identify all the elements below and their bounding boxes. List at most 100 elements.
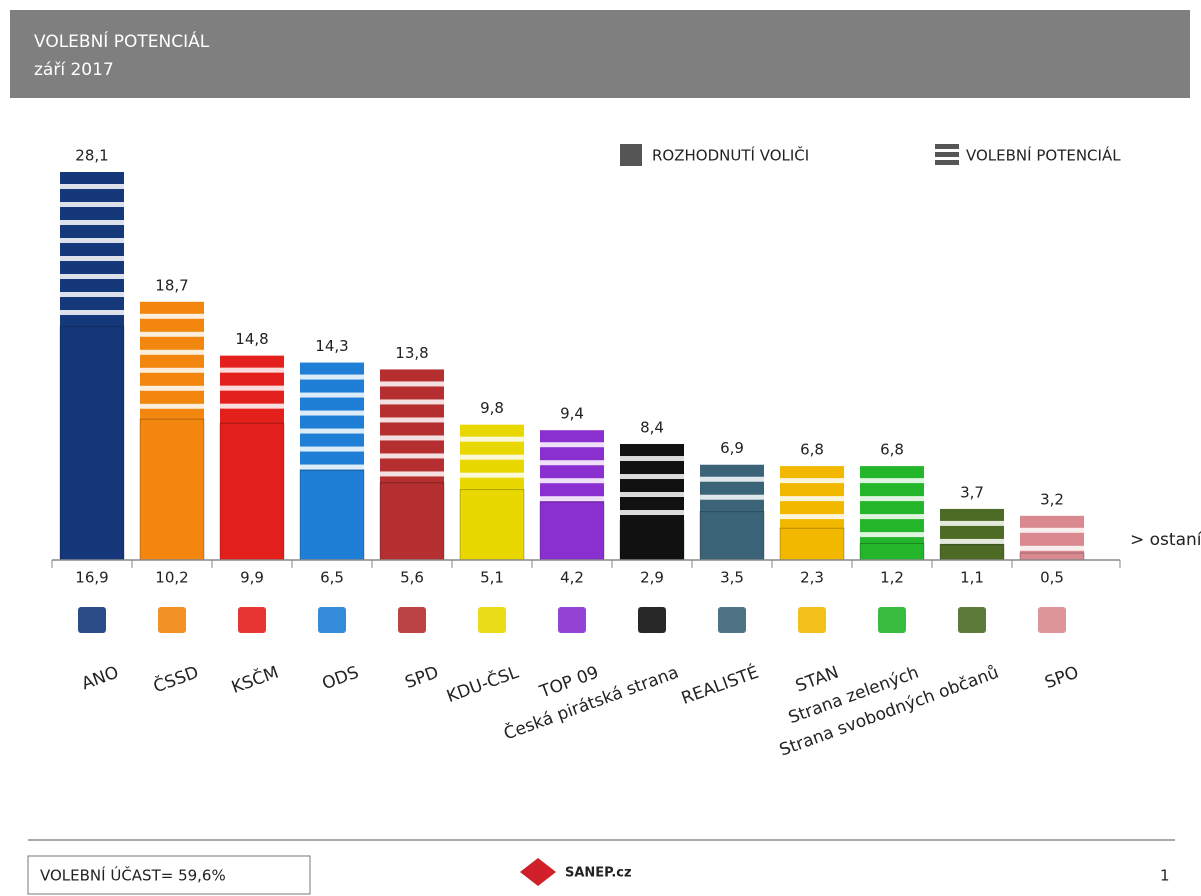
- stripe: [700, 476, 764, 482]
- decided-bar: [219, 422, 285, 561]
- stripe: [380, 399, 444, 405]
- decided-label: 6,5: [320, 569, 344, 587]
- chart-title: VOLEBNÍ POTENCIÁL: [34, 30, 210, 52]
- stripe: [780, 478, 844, 484]
- party-logo: [398, 607, 426, 633]
- decided-bar: [299, 469, 365, 561]
- decided-bar: [379, 482, 445, 561]
- potential-label: 13,8: [395, 344, 428, 362]
- legend-swatch: [935, 144, 959, 149]
- potential-label: 14,3: [315, 337, 348, 355]
- decided-bar: [939, 544, 1005, 561]
- stripe: [220, 403, 284, 409]
- stripe: [300, 446, 364, 452]
- party-logo: [798, 607, 826, 633]
- stripe: [620, 474, 684, 480]
- stripe: [60, 220, 124, 225]
- stripe: [620, 456, 684, 462]
- stripe: [140, 331, 204, 337]
- x-tick-label: ČSSD: [150, 661, 201, 698]
- stripe: [700, 494, 764, 500]
- logo-icon: [520, 858, 556, 886]
- decided-bar: [779, 527, 845, 561]
- stripe: [60, 238, 124, 243]
- party-logo: [558, 607, 586, 633]
- stripe: [860, 478, 924, 484]
- stripe: [380, 471, 444, 477]
- stripe: [60, 184, 124, 189]
- stripe: [860, 514, 924, 520]
- stripe: [140, 313, 204, 319]
- stripe: [380, 417, 444, 423]
- stripe: [380, 435, 444, 441]
- decided-label: 4,2: [560, 569, 584, 587]
- legend-label: VOLEBNÍ POTENCIÁL: [966, 146, 1121, 165]
- decided-bar: [139, 418, 205, 561]
- party-logo: [318, 607, 346, 633]
- party-logo: [238, 607, 266, 633]
- turnout: VOLEBNÍ ÚČAST= 59,6%: [40, 866, 226, 885]
- stripe: [460, 436, 524, 442]
- potential-bar: [1020, 515, 1084, 560]
- stripe: [540, 496, 604, 502]
- stripe: [940, 520, 1004, 526]
- stripe: [300, 392, 364, 398]
- legend-label: ROZHODNUTÍ VOLIČI: [652, 146, 809, 165]
- stripe: [220, 385, 284, 391]
- stripe: [860, 532, 924, 538]
- stripe: [540, 442, 604, 448]
- stripe: [60, 256, 124, 261]
- decided-label: 5,1: [480, 569, 504, 587]
- stripe: [140, 349, 204, 355]
- party-logo: [878, 607, 906, 633]
- party-logo: [158, 607, 186, 633]
- decided-label: 2,3: [800, 569, 824, 587]
- party-logo: [478, 607, 506, 633]
- stripe: [300, 374, 364, 380]
- potential-label: 9,8: [480, 399, 504, 417]
- x-tick-label: ODS: [320, 663, 362, 695]
- potential-label: 9,4: [560, 405, 584, 423]
- stripe: [60, 274, 124, 279]
- decided-label: 16,9: [75, 569, 108, 587]
- party-logo: [1038, 607, 1066, 633]
- legend-swatch: [620, 144, 642, 166]
- turnout-box: [27, 855, 311, 895]
- decided-bar: [539, 501, 605, 561]
- party-logo: [958, 607, 986, 633]
- stripe: [620, 492, 684, 498]
- stripe: [60, 310, 124, 315]
- x-tick-label: SPO: [1042, 663, 1081, 694]
- stripe: [60, 202, 124, 207]
- stripe: [380, 381, 444, 387]
- decided-label: 10,2: [155, 569, 188, 587]
- x-tick-label: ANO: [79, 663, 121, 695]
- potential-label: 14,8: [235, 330, 268, 348]
- potential-label: 18,7: [155, 276, 188, 294]
- stripe: [140, 367, 204, 373]
- stripe: [940, 538, 1004, 544]
- stripe: [140, 385, 204, 391]
- stripe: [540, 478, 604, 484]
- decided-bar: [699, 511, 765, 561]
- decided-label: 3,5: [720, 569, 744, 587]
- decided-label: 9,9: [240, 569, 264, 587]
- legend-swatch: [935, 152, 959, 157]
- annotation: > ostaní: [1130, 530, 1201, 550]
- decided-label: 2,9: [640, 569, 664, 587]
- decided-label: 0,5: [1040, 569, 1064, 587]
- stripe: [1020, 545, 1084, 551]
- decided-bar: [459, 489, 525, 561]
- decided-bar: [859, 542, 925, 561]
- decided-bar: [619, 519, 685, 561]
- chart-subtitle: září 2017: [34, 60, 114, 80]
- decided-label: 5,6: [400, 569, 424, 587]
- x-tick-label: KSČM: [228, 661, 281, 698]
- decided-bar: [1019, 552, 1085, 561]
- decided-bar: [59, 326, 125, 561]
- stripe: [300, 464, 364, 470]
- decided-label: 1,1: [960, 569, 984, 587]
- stripe: [620, 510, 684, 516]
- stripe: [220, 367, 284, 373]
